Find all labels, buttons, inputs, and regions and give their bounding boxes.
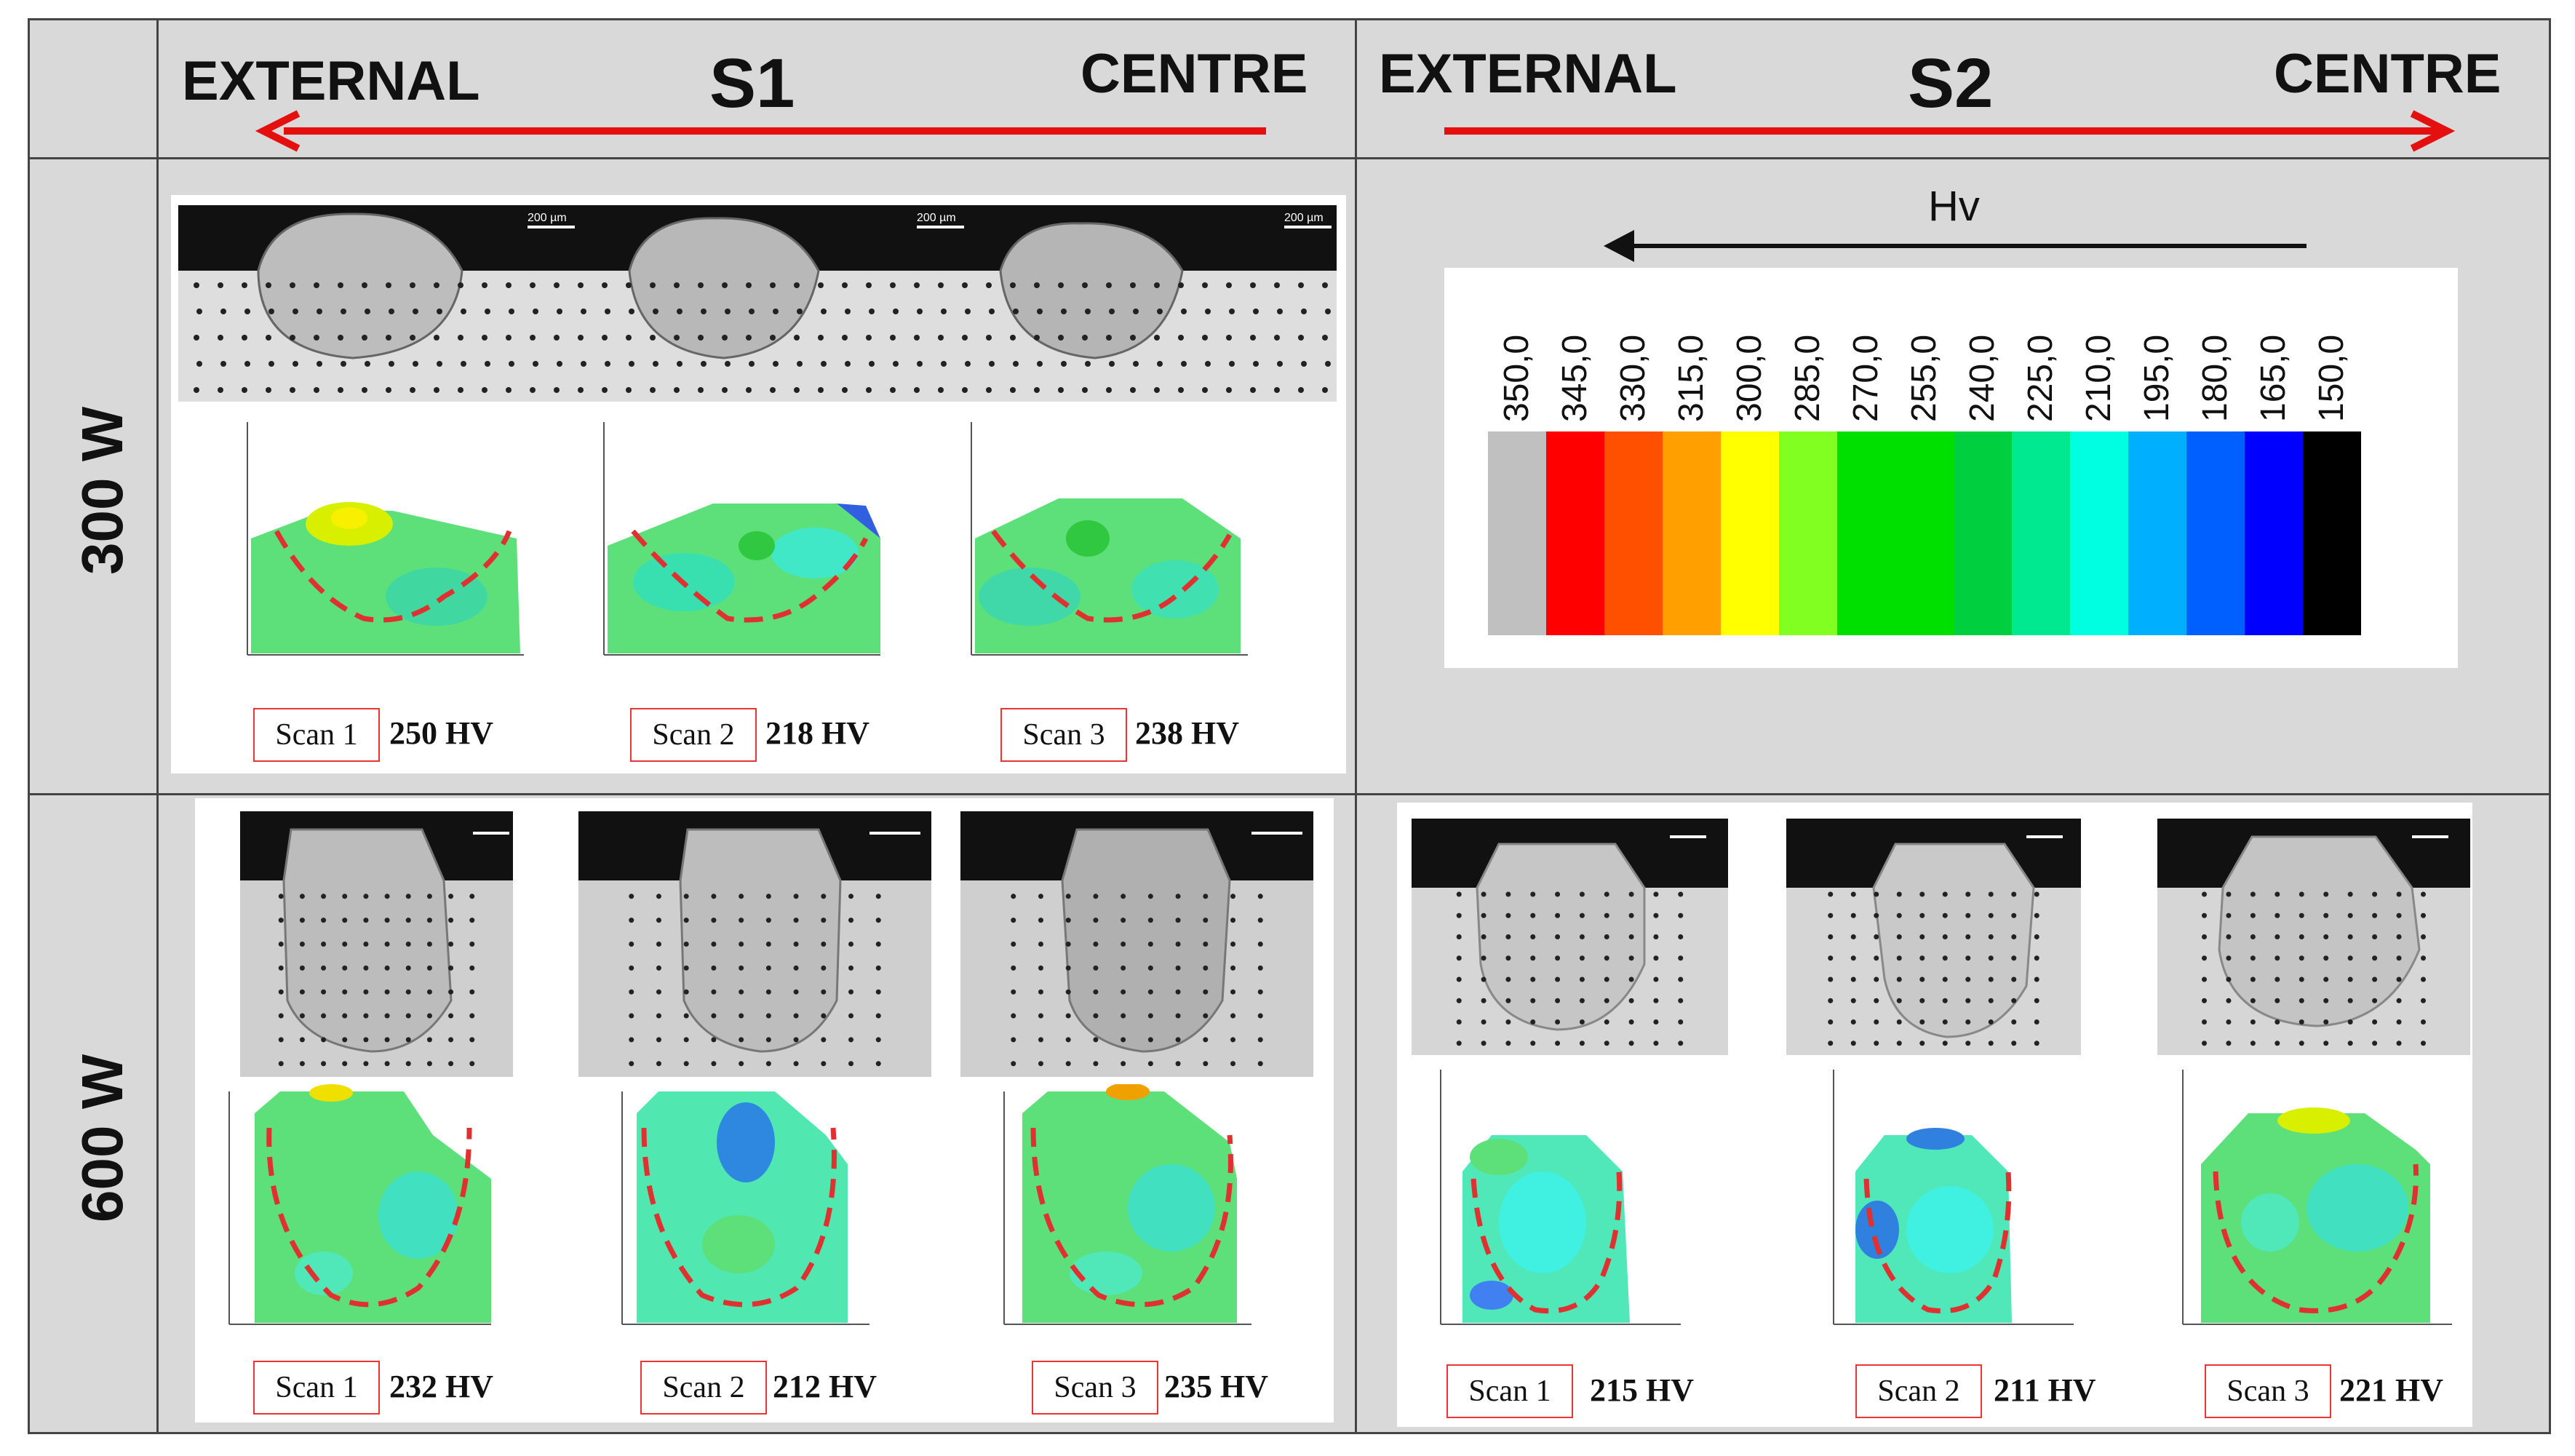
scan-value-s1-600-1: 232 HV bbox=[389, 1369, 493, 1404]
scale-label: 200 µm bbox=[1284, 212, 1324, 224]
legend-tick-label: 330,0 bbox=[1614, 334, 1652, 422]
s1-title: S1 bbox=[709, 44, 795, 122]
micrograph-s1-300w: 200 µm 200 µm 200 µm bbox=[178, 205, 1337, 402]
grid-line-h1 bbox=[28, 157, 2549, 159]
legend-swatch bbox=[1895, 431, 1954, 635]
legend-tick-label: 315,0 bbox=[1672, 334, 1711, 422]
contour-map-s1-600w-scan2 bbox=[621, 1091, 869, 1325]
contour-map-s1-600w-scan1 bbox=[228, 1084, 491, 1325]
micrograph-s2-600w-scan1 bbox=[1412, 819, 1728, 1055]
micrograph-s1-600w-scan1 bbox=[240, 811, 513, 1077]
micrograph-s1-600w-scan2 bbox=[578, 811, 931, 1077]
scan-value-s1-300-1: 250 HV bbox=[389, 715, 493, 751]
legend-tick-label: 225,0 bbox=[2021, 334, 2060, 422]
micrograph-s2-600w-scan2 bbox=[1786, 819, 2081, 1055]
s2-centre-label: CENTRE bbox=[2274, 43, 2502, 105]
scan-label-s1-300-2: Scan 2 bbox=[630, 708, 757, 762]
contour-map-s2-600w-scan3 bbox=[2182, 1070, 2452, 1325]
s2-external-label: EXTERNAL bbox=[1379, 43, 1677, 105]
legend-tick-label: 270,0 bbox=[1847, 334, 1885, 422]
contour-map-s1-300w-scan2 bbox=[603, 422, 880, 656]
scale-label: 200 µm bbox=[528, 212, 567, 224]
legend-tick-label: 165,0 bbox=[2254, 334, 2293, 422]
contour-map-s1-600w-scan3 bbox=[1003, 1084, 1251, 1325]
legend-tick-label: 285,0 bbox=[1788, 334, 1827, 422]
contour-map-s1-300w-scan1 bbox=[247, 422, 524, 656]
scan-value-s1-600-3: 235 HV bbox=[1164, 1369, 1268, 1404]
legend-tick-label: 210,0 bbox=[2079, 334, 2118, 422]
legend-tick-label: 150,0 bbox=[2312, 334, 2351, 422]
row-label-600w: 600 W bbox=[70, 1054, 135, 1222]
legend-swatch bbox=[1721, 431, 1779, 635]
legend-tick-label: 300,0 bbox=[1730, 334, 1769, 422]
s1-centre-label: CENTRE bbox=[1080, 43, 1308, 105]
legend-swatch bbox=[2012, 431, 2070, 635]
row-label-300w: 300 W bbox=[70, 406, 135, 575]
legend-swatch bbox=[2186, 431, 2245, 635]
s1-external-label: EXTERNAL bbox=[182, 50, 480, 112]
legend-tick-label: 240,0 bbox=[1963, 334, 2002, 422]
grid-line-v2 bbox=[1355, 18, 1357, 1432]
contour-map-s2-600w-scan2 bbox=[1833, 1070, 2074, 1325]
scan-value-s2-600-2: 211 HV bbox=[1994, 1372, 2096, 1408]
legend-title: Hv bbox=[1928, 183, 1980, 230]
legend-tick-label: 350,0 bbox=[1497, 334, 1536, 422]
scan-label-s1-600-3: Scan 3 bbox=[1032, 1361, 1158, 1415]
scan-label-s1-300-1: Scan 1 bbox=[253, 708, 380, 762]
scan-label-s1-600-1: Scan 1 bbox=[253, 1361, 380, 1415]
legend-swatch bbox=[2070, 431, 2128, 635]
scan-value-s2-600-1: 215 HV bbox=[1590, 1372, 1694, 1408]
scale-label: 200 µm bbox=[917, 212, 956, 224]
legend-swatch bbox=[1779, 431, 1837, 635]
s1-direction-arrow bbox=[255, 110, 1266, 152]
contour-map-s1-300w-scan3 bbox=[971, 422, 1248, 656]
legend-arrow bbox=[1604, 230, 2307, 262]
scan-value-s1-300-2: 218 HV bbox=[765, 715, 869, 751]
legend-swatch bbox=[1488, 431, 1546, 635]
legend-swatch bbox=[1837, 431, 1895, 635]
legend-swatch bbox=[2303, 431, 2361, 635]
legend-swatch bbox=[1663, 431, 1721, 635]
contour-map-s2-600w-scan1 bbox=[1440, 1070, 1681, 1325]
micrograph-s1-600w-scan3 bbox=[960, 811, 1313, 1077]
s2-direction-arrow bbox=[1444, 110, 2456, 152]
grid-line-h2 bbox=[28, 793, 2549, 795]
legend-tick-label: 195,0 bbox=[2138, 334, 2176, 422]
legend-tick-label: 345,0 bbox=[1556, 334, 1594, 422]
scan-label-s1-600-2: Scan 2 bbox=[640, 1361, 767, 1415]
legend-swatch bbox=[1604, 431, 1663, 635]
legend-tick-label: 255,0 bbox=[1905, 334, 1943, 422]
scan-value-s1-600-2: 212 HV bbox=[773, 1369, 877, 1404]
s2-title: S2 bbox=[1908, 44, 1994, 122]
grid-line-v1 bbox=[156, 18, 159, 1432]
scan-label-s2-600-1: Scan 1 bbox=[1446, 1364, 1573, 1418]
scan-value-s1-300-3: 238 HV bbox=[1135, 715, 1239, 751]
scan-value-s2-600-3: 221 HV bbox=[2339, 1372, 2443, 1408]
legend-tick-label: 180,0 bbox=[2196, 334, 2234, 422]
scan-label-s2-600-3: Scan 3 bbox=[2205, 1364, 2331, 1418]
legend-swatch bbox=[2128, 431, 2186, 635]
legend-swatch bbox=[2245, 431, 2303, 635]
scan-label-s2-600-2: Scan 2 bbox=[1855, 1364, 1982, 1418]
legend-swatch bbox=[1546, 431, 1604, 635]
scan-label-s1-300-3: Scan 3 bbox=[1000, 708, 1127, 762]
micrograph-s2-600w-scan3 bbox=[2157, 819, 2470, 1055]
legend-swatch bbox=[1954, 431, 2012, 635]
